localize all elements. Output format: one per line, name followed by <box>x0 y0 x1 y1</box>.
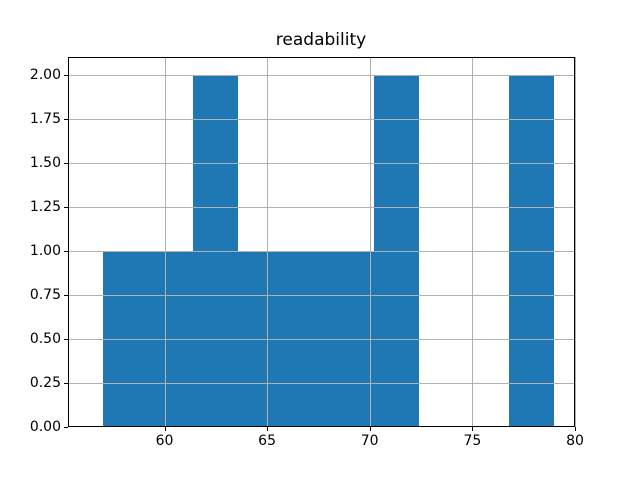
y-tick-label: 0.50 <box>29 330 61 347</box>
y-gridline <box>68 74 575 76</box>
y-tick-label: 1.50 <box>29 154 61 171</box>
plot-area <box>68 57 576 427</box>
y-gridline <box>68 206 575 208</box>
x-gridline <box>472 57 474 427</box>
y-gridline <box>68 383 575 384</box>
y-tick-mark <box>64 118 68 120</box>
y-tick-mark <box>64 294 68 296</box>
y-tick-mark <box>64 162 68 164</box>
chart-title: readability <box>275 30 367 50</box>
y-tick-label: 0.25 <box>29 375 61 391</box>
x-tick-label: 80 <box>566 433 584 449</box>
x-tick-label: 70 <box>360 433 379 449</box>
x-tick-mark <box>369 427 371 431</box>
x-gridline <box>575 57 576 427</box>
y-gridline <box>68 118 575 120</box>
y-tick-mark <box>64 383 68 384</box>
x-tick-label: 60 <box>155 433 174 449</box>
y-tick-mark <box>64 250 68 252</box>
y-tick-label: 1.25 <box>29 198 61 215</box>
x-gridline <box>164 57 166 427</box>
x-tick-mark <box>472 427 474 431</box>
y-tick-label: 2.00 <box>29 66 61 83</box>
x-gridline <box>267 57 269 427</box>
x-tick-mark <box>267 427 269 431</box>
y-gridline <box>68 294 575 296</box>
y-gridline <box>68 162 575 164</box>
y-tick-label: 1.00 <box>29 242 61 259</box>
y-tick-mark <box>64 338 68 340</box>
y-gridline <box>68 338 575 340</box>
y-tick-label: 1.75 <box>29 110 61 127</box>
x-tick-label: 65 <box>258 433 277 449</box>
y-tick-mark <box>64 427 68 428</box>
x-tick-mark <box>575 427 576 431</box>
x-gridline <box>369 57 371 427</box>
y-tick-label: 0.75 <box>29 286 61 303</box>
x-tick-label: 75 <box>463 433 482 449</box>
y-tick-mark <box>64 206 68 208</box>
y-tick-label: 0.00 <box>29 419 61 435</box>
x-tick-mark <box>164 427 166 431</box>
y-gridline <box>68 250 575 252</box>
y-tick-mark <box>64 74 68 76</box>
